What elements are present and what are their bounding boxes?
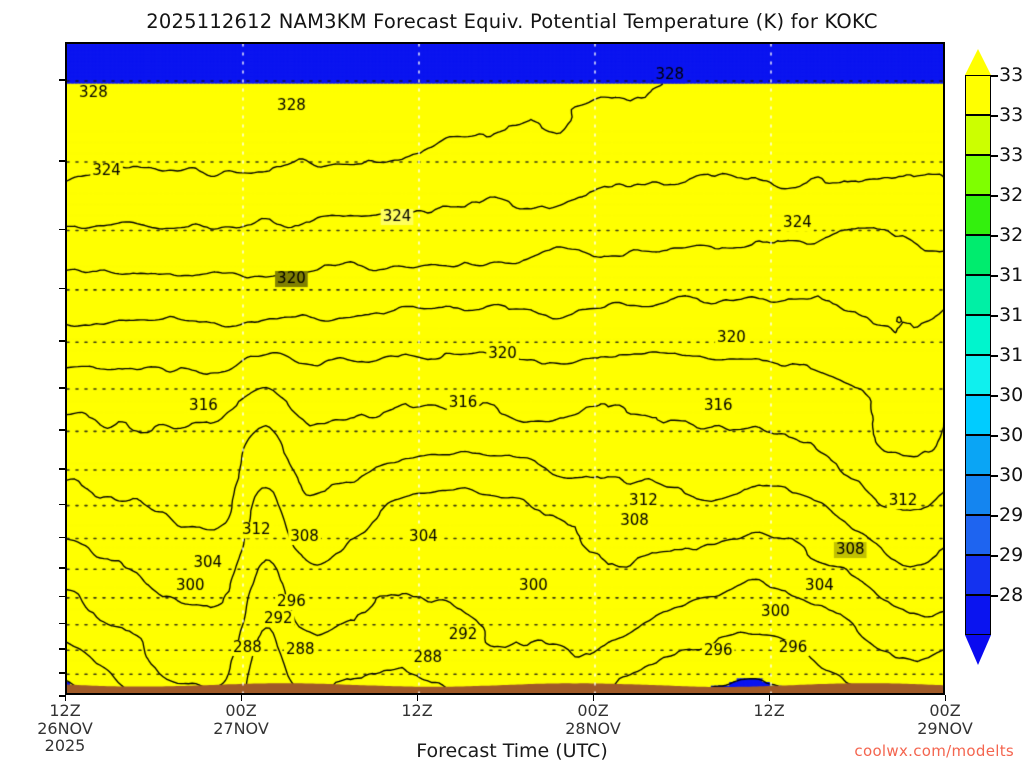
- x-axis-title: Forecast Time (UTC): [416, 740, 608, 762]
- colorbar-tick-label: 288: [999, 584, 1024, 606]
- watermark: coolwx.com/modelts: [854, 742, 1014, 760]
- colorbar-segment: [965, 115, 991, 155]
- colorbar-tick-label: 306: [999, 384, 1024, 406]
- colorbar-top-arrow: [965, 49, 991, 75]
- colorbar-segment: [965, 395, 991, 435]
- colorbar-segment: [965, 235, 991, 275]
- colorbar-tick-mark: [991, 275, 998, 277]
- y-axis-tick-mark: [59, 695, 65, 697]
- y-axis-tick-mark: [59, 468, 65, 470]
- colorbar-tick-mark: [991, 555, 998, 557]
- x-axis-tick-mark: [241, 695, 242, 701]
- x-axis-tick-mark: [945, 695, 946, 701]
- x-tick-time: 12Z: [49, 701, 81, 720]
- x-axis-tick-mark: [417, 695, 418, 701]
- x-axis-tick-mark: [769, 695, 770, 701]
- page-title: 2025112612 NAM3KM Forecast Equiv. Potent…: [146, 10, 878, 33]
- colorbar-tick-label: 326: [999, 184, 1024, 206]
- colorbar-tick-mark: [991, 75, 998, 77]
- y-axis-tick-mark: [59, 387, 65, 389]
- x-tick-date: 27NOV: [213, 718, 269, 738]
- colorbar-legend: 336 334 330 326 322 318 314 310 306 302 300 296 292 2…: [965, 49, 1024, 665]
- contour-canvas: [67, 44, 943, 693]
- colorbar-tick-label: 310: [999, 344, 1024, 366]
- colorbar-segment: [965, 275, 991, 315]
- colorbar-segment: [965, 155, 991, 195]
- colorbar-tick-label: 334: [999, 104, 1024, 126]
- colorbar-tick-mark: [991, 515, 998, 517]
- x-axis-tick-label: 12Z 26NOV 2025: [37, 702, 93, 755]
- y-axis-tick-mark: [59, 503, 65, 506]
- x-axis-tick-label: 00Z 27NOV: [213, 702, 269, 737]
- y-axis-tick-mark: [59, 672, 65, 674]
- colorbar-tick-label: 314: [999, 304, 1024, 326]
- colorbar-tick-label: 322: [999, 224, 1024, 246]
- colorbar-tick-mark: [991, 315, 998, 317]
- y-axis-tick-mark: [59, 287, 65, 290]
- x-axis-tick-mark: [593, 695, 594, 701]
- colorbar-segment: [965, 515, 991, 555]
- colorbar-tick-label: 296: [999, 504, 1024, 526]
- y-axis-tick-mark: [59, 160, 65, 162]
- x-tick-date: 29NOV: [917, 718, 973, 738]
- x-axis-tick-label: 00Z 28NOV: [565, 702, 621, 737]
- colorbar-tick-label: 302: [999, 424, 1024, 446]
- colorbar-tick-mark: [991, 475, 998, 477]
- colorbar-tick-mark: [991, 195, 998, 197]
- colorbar-tick-label: 300: [999, 464, 1024, 486]
- x-axis-tick-mark: [65, 695, 66, 701]
- x-tick-time: 12Z: [401, 701, 433, 720]
- colorbar-bottom-arrow: [965, 635, 991, 665]
- x-tick-time: 00Z: [577, 701, 609, 720]
- colorbar-tick-mark: [991, 355, 998, 357]
- y-axis-tick-mark: [59, 429, 65, 431]
- x-axis-tick-label: 00Z 29NOV: [917, 702, 973, 737]
- colorbar-segment: [965, 75, 991, 115]
- x-tick-time: 12Z: [753, 701, 785, 720]
- y-axis-tick-mark: [59, 340, 65, 342]
- x-tick-year: 2025: [44, 736, 86, 755]
- colorbar-tick-label: 318: [999, 264, 1024, 286]
- colorbar-tick-mark: [991, 155, 998, 157]
- y-axis-tick-mark: [59, 79, 65, 81]
- y-axis-tick-mark: [59, 648, 65, 650]
- y-axis-tick-mark: [59, 567, 65, 569]
- x-tick-time: 00Z: [225, 701, 257, 720]
- colorbar-tick-label: 292: [999, 544, 1024, 566]
- y-axis-tick-mark: [59, 228, 65, 231]
- colorbar-segment: [965, 195, 991, 235]
- y-axis-tick-mark: [59, 622, 65, 625]
- x-tick-time: 00Z: [929, 701, 961, 720]
- colorbar-segment: [965, 355, 991, 395]
- colorbar-tick-label: 330: [999, 144, 1024, 166]
- colorbar-tick-label: 336: [999, 64, 1024, 86]
- x-tick-date: 26NOV: [37, 718, 93, 738]
- colorbar-segment: [965, 435, 991, 475]
- colorbar-tick-mark: [991, 235, 998, 237]
- y-axis-tick-mark: [59, 595, 65, 598]
- colorbar-segment: [965, 595, 991, 635]
- colorbar-segment: [965, 555, 991, 595]
- contour-plot: [65, 42, 945, 695]
- colorbar-tick-mark: [991, 435, 998, 437]
- colorbar-tick-mark: [991, 595, 998, 597]
- x-axis-tick-label: 12Z: [401, 702, 432, 720]
- y-axis-tick-mark: [59, 536, 65, 539]
- x-tick-date: 28NOV: [565, 718, 621, 738]
- colorbar-segment: [965, 475, 991, 515]
- colorbar-segment: [965, 315, 991, 355]
- x-axis-tick-label: 12Z: [753, 702, 784, 720]
- colorbar-tick-mark: [991, 395, 998, 397]
- colorbar-tick-mark: [991, 115, 998, 117]
